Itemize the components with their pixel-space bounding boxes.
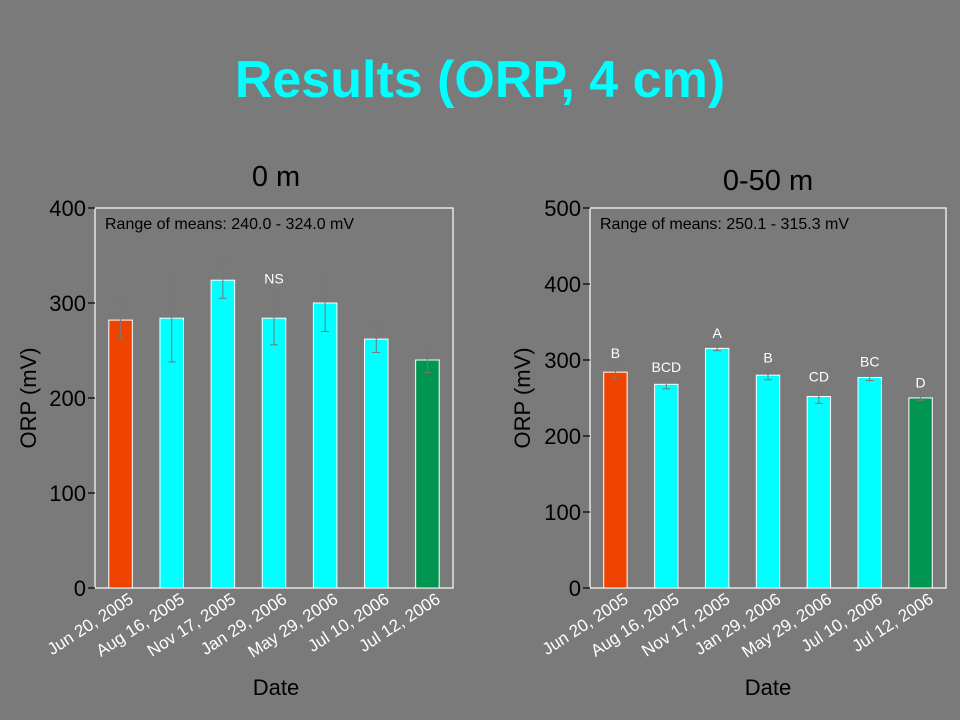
range-annotation: Range of means: 240.0 - 324.0 mV (105, 216, 354, 233)
significance-letter: B (763, 350, 772, 366)
y-tick-label: 0 (74, 576, 86, 601)
chart-title: 0-50 m (723, 165, 813, 197)
bar (603, 371, 628, 589)
y-tick-label: 100 (544, 500, 581, 525)
significance-letter: BCD (652, 359, 682, 375)
bar (261, 317, 287, 589)
significance-letter: D (916, 375, 926, 391)
bar (415, 359, 440, 589)
y-tick-label: 400 (544, 272, 581, 297)
significance-letter: BC (860, 353, 879, 369)
chart-panel-1: 0-50 m 0 100 200 300 400 500 ORP (mV) Date Range … (510, 165, 947, 700)
bar (654, 383, 679, 589)
bar (908, 397, 933, 589)
y-tick-label: 400 (49, 196, 86, 221)
bar (755, 374, 781, 589)
chart-panel-0: 0 m 0 100 200 300 400 ORP (mV) Date Range of mea… (16, 161, 454, 700)
y-tick-label: 100 (49, 481, 86, 506)
slide-title: Results (ORP, 4 cm) (234, 51, 726, 109)
significance-letter: CD (809, 369, 829, 385)
significance-letter: NS (264, 271, 283, 287)
significance-letter: A (712, 325, 722, 341)
x-axis-label: Date (253, 675, 299, 700)
significance-letter: B (611, 345, 620, 361)
y-axis-label: ORP (mV) (510, 347, 535, 448)
x-axis-label: Date (745, 675, 791, 700)
y-tick-label: 200 (544, 424, 581, 449)
y-tick-label: 0 (569, 576, 581, 601)
y-tick-label: 300 (49, 291, 86, 316)
bar (857, 376, 882, 589)
bar (704, 347, 730, 589)
y-axis-label: ORP (mV) (16, 347, 41, 448)
bar (312, 302, 338, 589)
y-tick-label: 500 (544, 196, 581, 221)
bar (806, 395, 832, 589)
range-annotation: Range of means: 250.1 - 315.3 mV (600, 216, 849, 233)
y-tick-label: 200 (49, 386, 86, 411)
bar (210, 279, 236, 589)
chart-title: 0 m (252, 161, 300, 193)
bar (108, 319, 133, 589)
bar (364, 338, 389, 589)
y-tick-label: 300 (544, 348, 581, 373)
